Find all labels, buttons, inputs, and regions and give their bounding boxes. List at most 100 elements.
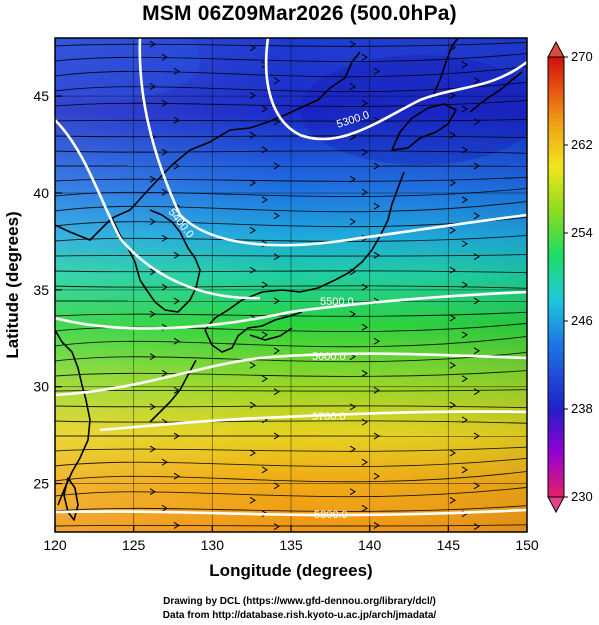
streamline-arrow [249,91,256,99]
streamline-arrow [273,118,280,126]
streamline [55,446,527,452]
streamline [55,135,527,139]
streamline-arrow [273,482,280,490]
streamline-arrow [349,310,356,318]
colorbar-label: 238 [571,401,593,416]
streamline-arrow [473,253,480,261]
streamline-arrow [173,162,180,170]
streamline-arrow [449,266,456,274]
x-tick-label: 140 [358,537,382,553]
streamline-arrow [249,401,256,409]
x-axis-title: Longitude (degrees) [209,561,372,580]
streamline-arrow [373,162,380,170]
streamline [55,505,527,512]
streamline [55,188,527,198]
streamline-arrow [361,53,368,61]
streamline-arrow [361,418,368,426]
temperature-field: 5300.0 5400.0 5500.0 5600.0 5700.0 5800.… [55,38,527,543]
streamline-arrow [373,337,380,345]
contour-label-5700: 5700.0 [312,411,346,423]
streamline-arrow [149,445,156,453]
streamline-arrow [373,432,380,440]
x-axis: 120 125 130 135 140 145 150 [43,525,539,553]
contour-5400 [138,38,527,247]
height-contours [55,38,527,517]
streamline-arrow [361,369,368,377]
streamline-arrow [161,148,168,156]
colorbar-label: 262 [571,137,593,152]
streamline-arrow [173,297,180,305]
streamline [55,311,527,317]
streamline-arrow [149,403,156,411]
streamline-arrow [173,251,180,259]
streamline-arrow [373,251,380,259]
streamline-arrow [349,40,356,48]
colorbar-gradient [547,56,565,498]
streamline [55,216,527,228]
streamline [55,53,527,63]
streamline-arrow [273,432,280,440]
streamline-arrow [161,369,168,377]
streamline-arrow [473,432,480,440]
streamline-arrow [473,297,480,305]
streamline-arrow [149,175,156,183]
streamline-arrow [461,416,468,424]
y-axis-title: Latitude (degrees) [3,211,22,358]
streamline-arrow [161,99,168,107]
streamline-arrow [349,403,356,411]
y-tick-label: 35 [33,282,49,298]
y-axis: 25 30 35 40 45 [33,88,62,492]
streamline-arrow [149,40,156,48]
streamline-arrow [449,131,456,139]
streamline [55,176,527,182]
streamline-arrow [449,449,456,457]
streamline-arrow [361,323,368,331]
streamline-arrow [449,91,456,99]
streamline-arrow [473,482,480,490]
streamline-arrow [249,44,256,52]
streamline [55,254,527,257]
streamline [55,66,527,78]
contour-5500 [55,290,527,330]
contour-5450 [55,119,261,300]
colorbar: 270 262 254 246 238 230 [547,40,593,514]
colorbar-label: 230 [571,489,593,504]
streamline-arrow [261,375,268,383]
x-tick-label: 120 [43,537,67,553]
streamline-arrow [149,353,156,361]
x-tick-label: 135 [279,537,303,553]
contour-5800 [55,508,527,517]
streamline [55,81,527,93]
streamline-arrow [250,537,255,543]
streamline-arrow [461,331,468,339]
streamline-arrow [361,99,368,107]
streamline [55,150,527,154]
drawing-credit: Drawing by DCL (https://www.gfd-dennou.o… [163,596,436,607]
streamline-arrow [461,196,468,204]
streamline-arrow [249,361,256,369]
streamline-arrow [273,253,280,261]
streamline-arrow [449,226,456,234]
streamline-arrow [349,445,356,453]
streamline [55,524,527,527]
streamline-arrow [249,449,256,457]
streamline-arrow [473,388,480,396]
streamline [55,285,527,289]
streamline-arrow [461,375,468,383]
streamline-arrow [249,496,256,504]
streamline-arrow [249,179,256,187]
streamline-arrow [161,283,168,291]
streamline-arrow [473,118,480,126]
streamline-arrow [173,116,180,124]
streamline-arrow [349,488,356,496]
contour-5300 [264,38,527,141]
streamline-arrow [461,146,468,154]
streamline-arrow [461,240,468,248]
streamline-arrow [273,162,280,170]
streamline-arrow [449,314,456,322]
streamline-arrow [261,196,268,204]
contour-label-5800: 5800.0 [314,509,348,521]
streamline-arrow [273,523,280,531]
streamline [55,336,527,348]
